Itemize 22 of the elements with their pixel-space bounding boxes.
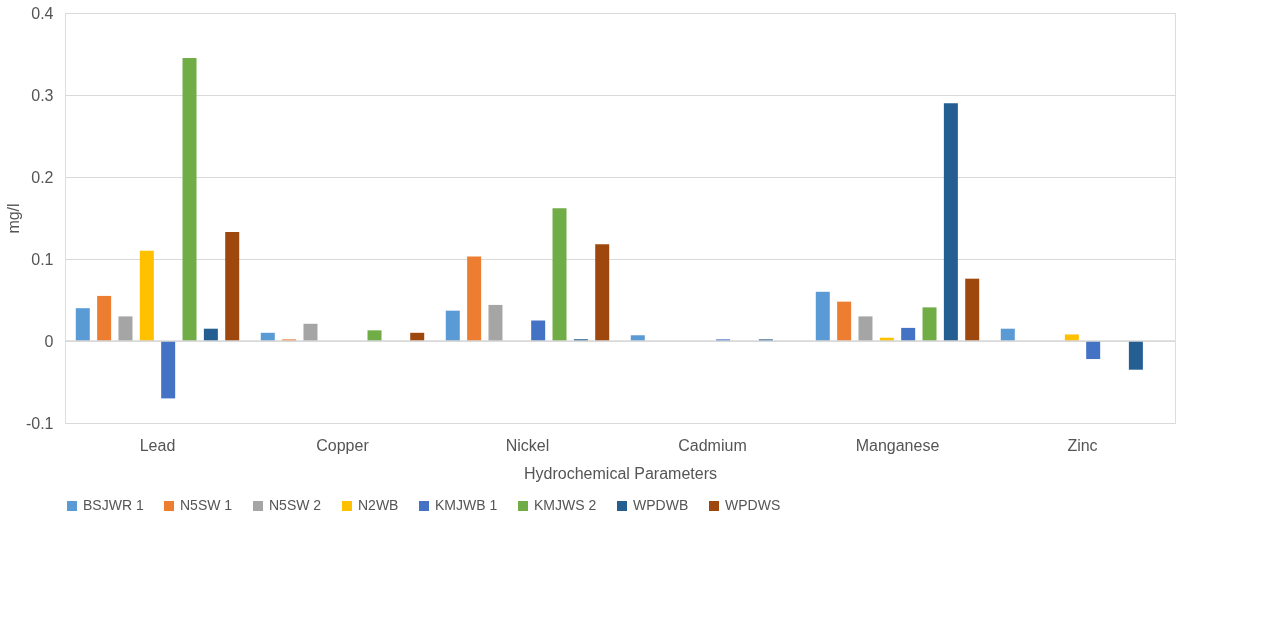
y-tick-label: 0.1 [31, 250, 54, 268]
legend-label: WPDWS [725, 497, 781, 513]
y-tick-label: 0.2 [31, 168, 54, 186]
y-tick-label: -0.1 [25, 414, 54, 432]
y-tick-label: 0 [44, 332, 54, 350]
x-tick-label: Lead [139, 436, 176, 454]
x-tick-label: Nickel [505, 436, 550, 454]
x-tick-label: Cadmium [678, 436, 747, 454]
legend-label: KMJWB 1 [435, 497, 498, 513]
y-tick-label: 0.3 [31, 86, 54, 104]
legend-label: KMJWS 2 [534, 497, 597, 513]
x-tick-label: Copper [316, 436, 370, 454]
x-axis-title: Hydrochemical Parameters [524, 464, 717, 482]
x-tick-label: Manganese [855, 436, 940, 454]
y-axis-title: mg/l [4, 203, 22, 234]
legend-label: N5SW 2 [269, 497, 322, 513]
legend-label: BSJWR 1 [83, 497, 144, 513]
legend-label: N2WB [358, 497, 399, 513]
legend-label: WPDWB [633, 497, 689, 513]
legend-label: N5SW 1 [180, 497, 233, 513]
y-tick-label: 0.4 [31, 4, 54, 22]
x-tick-label: Zinc [1067, 436, 1098, 454]
